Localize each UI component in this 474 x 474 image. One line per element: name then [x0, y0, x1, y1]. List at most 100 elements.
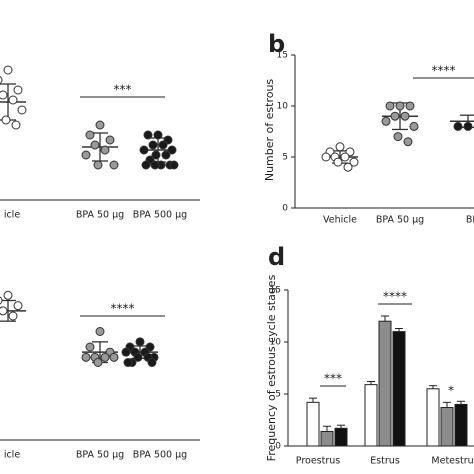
x-tick-label: Proestrus: [296, 456, 341, 467]
dot: [395, 101, 405, 111]
y-tick-label: 10: [277, 102, 289, 112]
y-axis-title: Frequency of estrous cycle stages: [265, 274, 278, 461]
dot: [147, 358, 157, 367]
bar: [334, 427, 348, 447]
y-tick-label: 15: [270, 286, 281, 296]
dot: [85, 342, 95, 352]
dot: [385, 101, 395, 111]
bar: [320, 430, 334, 447]
dot: [109, 160, 119, 170]
dot: [11, 120, 21, 130]
dot: [3, 290, 13, 300]
dot: [453, 121, 463, 131]
dot: [381, 116, 391, 126]
dot: [13, 301, 23, 311]
dot: [0, 296, 3, 305]
y-tick-label: 0: [275, 442, 281, 452]
bar: [306, 401, 320, 447]
dot: [90, 140, 100, 150]
dot: [81, 150, 91, 160]
dot: [150, 160, 160, 170]
x-tick-label: BPA 50 µg: [76, 450, 124, 461]
y-tick-label: 10: [270, 338, 282, 348]
dot: [8, 311, 18, 321]
dot: [8, 95, 18, 105]
dot: [409, 121, 419, 131]
x-tick-label: BP: [466, 215, 474, 226]
bar: [454, 403, 468, 447]
y-tick-label: 15: [277, 51, 288, 61]
dot: [403, 137, 413, 147]
dot: [100, 352, 110, 362]
dot: [161, 150, 171, 160]
dot: [463, 121, 473, 131]
dot: [390, 111, 400, 121]
dot: [139, 145, 149, 155]
significance-label: ***: [324, 372, 342, 386]
panel-label: b: [268, 30, 285, 58]
dot: [141, 160, 151, 170]
dot: [167, 145, 177, 155]
dot: [143, 130, 153, 140]
panel-label: d: [268, 243, 285, 271]
x-tick-label: BPA 50 µg: [376, 215, 424, 226]
bar: [392, 331, 406, 447]
x-tick-label: icle: [4, 450, 21, 461]
bar: [378, 320, 392, 447]
dot: [85, 130, 95, 140]
bar: [440, 407, 454, 447]
y-tick-label: 5: [275, 390, 281, 400]
x-tick-label: Vehicle: [323, 215, 357, 226]
dot: [0, 306, 8, 316]
dot: [158, 140, 168, 150]
dot: [95, 327, 105, 336]
dot: [153, 130, 163, 140]
dot: [93, 160, 103, 170]
dot: [133, 352, 143, 362]
dot: [81, 352, 91, 362]
dot: [93, 358, 103, 367]
significance-label: ***: [114, 83, 132, 97]
dot: [123, 358, 133, 367]
dot: [349, 157, 359, 167]
dot: [13, 85, 23, 95]
x-tick-label: BPA 50 µg: [76, 210, 124, 221]
dot: [400, 111, 410, 121]
x-tick-label: BPA 500 µg: [133, 210, 187, 221]
dot: [135, 337, 145, 347]
dot: [1, 115, 11, 125]
dot: [109, 352, 119, 362]
dot: [148, 140, 158, 150]
dot: [0, 75, 3, 85]
y-axis-title: Number of estrous: [263, 79, 276, 182]
dot: [335, 142, 345, 152]
dot: [340, 152, 350, 162]
x-tick-label: icle: [4, 210, 21, 221]
y-tick-label: 5: [282, 153, 288, 163]
dot: [0, 90, 8, 100]
dot: [321, 152, 331, 162]
dot: [95, 120, 105, 130]
dot: [17, 105, 27, 115]
bar: [426, 388, 440, 447]
dot: [100, 145, 110, 155]
dot: [405, 101, 415, 111]
bar: [364, 384, 378, 447]
significance-label: ****: [383, 290, 407, 304]
dot: [151, 150, 161, 160]
significance-label: ****: [111, 302, 135, 316]
x-tick-label: Estrus: [370, 456, 400, 467]
significance-label: ****: [432, 64, 456, 78]
dot: [3, 65, 13, 75]
dot: [343, 162, 353, 172]
dot: [333, 157, 343, 167]
dot: [393, 132, 403, 142]
x-tick-label: Metestrus: [431, 456, 474, 467]
x-tick-label: BPA 500 µg: [133, 450, 187, 461]
dot: [105, 135, 115, 145]
dot: [169, 160, 179, 170]
y-tick-label: 0: [282, 204, 288, 214]
significance-label: *: [448, 384, 454, 398]
dot: [121, 347, 131, 357]
